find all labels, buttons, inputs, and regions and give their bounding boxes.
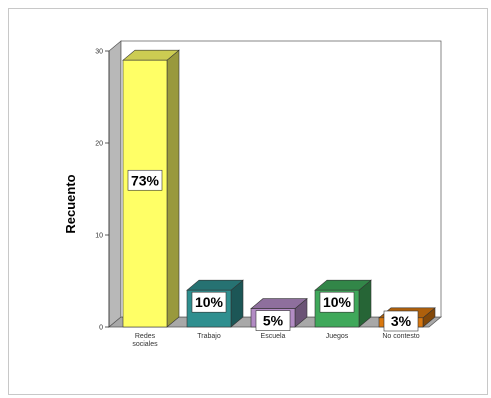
y-tick-label: 30 bbox=[95, 49, 103, 56]
x-tick-label: Redes bbox=[135, 333, 156, 340]
data-label-2: 10% bbox=[191, 291, 227, 313]
x-tick-label: Escuela bbox=[261, 333, 286, 340]
bar-front bbox=[122, 59, 168, 328]
data-label-box bbox=[255, 310, 291, 331]
x-tick-label: Juegos bbox=[326, 333, 349, 340]
data-label-box bbox=[127, 169, 163, 191]
data-labels: 73% 10% 5% 10% 3% bbox=[127, 169, 419, 332]
bar-1 bbox=[122, 49, 180, 328]
y-tick-label: 20 bbox=[95, 141, 103, 148]
data-label-text: 73% bbox=[131, 172, 160, 188]
data-label-text: 5% bbox=[263, 313, 284, 329]
data-label-1: 73% bbox=[127, 169, 163, 191]
data-label-box bbox=[383, 310, 419, 332]
y-axis-label: Recuento bbox=[63, 174, 78, 233]
data-label-text: 3% bbox=[391, 313, 412, 329]
y-tick-label: 0 bbox=[99, 325, 103, 332]
y-tick-label: 10 bbox=[95, 233, 103, 240]
x-tick-label: sociales bbox=[132, 341, 158, 348]
data-label-box bbox=[319, 291, 355, 313]
data-label-4: 10% bbox=[319, 291, 355, 313]
chart-frame: 0 10 20 30 Redes sociales Trabajo Escuela Juego… bbox=[8, 8, 488, 395]
y-axis: 0 10 20 30 bbox=[95, 49, 110, 332]
x-tick-label: No contesto bbox=[382, 333, 419, 340]
data-label-text: 10% bbox=[323, 294, 352, 310]
x-tick-label: Trabajo bbox=[197, 333, 221, 340]
chart-bars bbox=[122, 49, 436, 328]
data-label-5: 3% bbox=[383, 310, 419, 332]
data-label-3: 5% bbox=[255, 310, 291, 331]
data-label-text: 10% bbox=[195, 294, 224, 310]
data-label-box bbox=[191, 291, 227, 313]
side-wall bbox=[108, 40, 122, 328]
bar-side bbox=[166, 49, 180, 328]
